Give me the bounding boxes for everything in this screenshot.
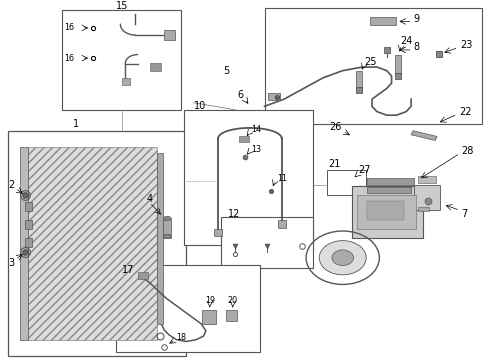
Bar — [239, 136, 249, 142]
Text: 11: 11 — [277, 174, 287, 183]
Bar — [25, 220, 32, 229]
Circle shape — [332, 250, 353, 266]
Text: 25: 25 — [365, 57, 377, 67]
Text: 8: 8 — [414, 42, 420, 53]
Text: 16: 16 — [64, 23, 74, 32]
Bar — [356, 71, 362, 89]
Text: 18: 18 — [176, 333, 187, 342]
Text: 14: 14 — [251, 125, 261, 134]
Text: 12: 12 — [228, 209, 240, 219]
Text: 9: 9 — [414, 14, 420, 24]
Text: 22: 22 — [459, 107, 471, 117]
Bar — [8, 131, 186, 356]
Text: 21: 21 — [328, 159, 341, 169]
Bar — [116, 265, 260, 352]
Text: 24: 24 — [400, 36, 413, 46]
Ellipse shape — [163, 216, 171, 221]
Text: 27: 27 — [359, 166, 371, 175]
Text: 1: 1 — [74, 119, 79, 129]
Bar — [418, 207, 429, 211]
Bar — [411, 131, 437, 140]
Bar — [164, 30, 175, 40]
Bar — [268, 94, 280, 100]
Text: 13: 13 — [251, 144, 261, 153]
Bar — [25, 238, 32, 247]
Text: 6: 6 — [237, 90, 243, 99]
Bar — [367, 201, 404, 220]
Bar — [367, 187, 411, 193]
Circle shape — [319, 240, 366, 275]
Bar — [157, 153, 163, 324]
Bar — [214, 229, 222, 237]
Text: 17: 17 — [122, 265, 134, 275]
Bar — [62, 10, 181, 110]
Text: 2: 2 — [8, 180, 15, 190]
Text: 3: 3 — [8, 258, 15, 268]
Bar — [395, 55, 401, 74]
Bar — [226, 310, 237, 321]
Text: 26: 26 — [329, 122, 342, 132]
Ellipse shape — [163, 234, 171, 238]
Text: 23: 23 — [460, 40, 472, 50]
Bar — [139, 272, 148, 279]
Bar — [265, 8, 482, 124]
Bar — [352, 186, 423, 238]
Bar — [357, 195, 416, 229]
Bar — [327, 170, 366, 195]
Bar — [25, 202, 32, 211]
Text: 7: 7 — [461, 209, 467, 219]
Bar — [202, 310, 216, 324]
Bar — [278, 220, 286, 228]
Text: 5: 5 — [223, 66, 229, 76]
Bar — [20, 147, 28, 340]
Bar — [163, 219, 171, 238]
Bar — [220, 217, 314, 269]
Text: 28: 28 — [461, 146, 473, 156]
Text: 15: 15 — [116, 1, 128, 12]
Bar — [150, 63, 161, 71]
Text: 20: 20 — [228, 296, 238, 305]
Text: 19: 19 — [205, 296, 215, 305]
Bar — [369, 17, 396, 25]
Text: 10: 10 — [194, 101, 206, 111]
Bar — [414, 185, 441, 210]
Bar — [27, 147, 157, 340]
Text: 4: 4 — [147, 194, 153, 204]
Text: 16: 16 — [64, 54, 74, 63]
Bar — [122, 78, 130, 85]
Bar — [418, 176, 436, 183]
Bar — [184, 110, 314, 245]
Bar — [367, 178, 414, 185]
